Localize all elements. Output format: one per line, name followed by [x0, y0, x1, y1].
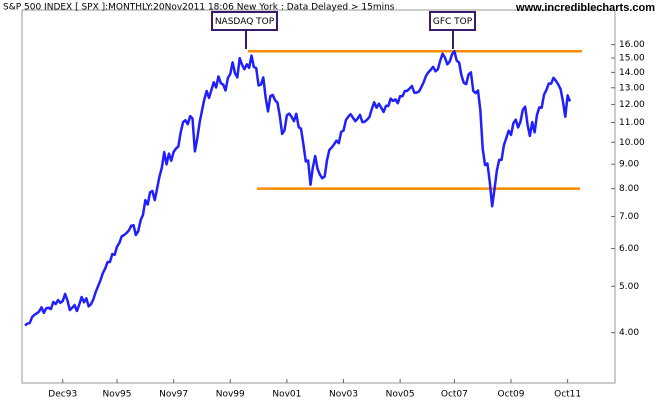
x-tick-label: Nov05 — [386, 390, 415, 400]
x-tick-label: Nov95 — [102, 390, 131, 400]
x-tick-label: Oct07 — [441, 390, 468, 400]
y-tick-label: 12.00 — [619, 100, 645, 110]
x-tick-label: Oct09 — [498, 390, 525, 400]
plot-frame — [21, 9, 616, 384]
y-tick-label: 5.00 — [619, 282, 639, 292]
x-tick-label: Oct11 — [554, 390, 581, 400]
annotation-label: NASDAQ TOP — [215, 17, 275, 27]
x-tick-label: Nov97 — [159, 390, 188, 400]
annotation-label: GFC TOP — [433, 17, 473, 27]
chart-title: S&P 500 INDEX [ SPX ]:MONTHLY:20Nov2011 … — [3, 3, 395, 13]
y-tick-label: 15.00 — [619, 54, 645, 64]
x-tick-label: Nov01 — [272, 390, 301, 400]
y-tick-label: 9.00 — [619, 160, 639, 170]
source: www.incrediblecharts.com — [515, 2, 655, 14]
y-tick-label: 10.00 — [619, 138, 645, 148]
y-tick-label: 4.00 — [619, 328, 639, 338]
y-tick-label: 6.00 — [619, 244, 639, 254]
annotation-box — [211, 11, 278, 31]
y-tick-label: 11.00 — [619, 118, 645, 128]
x-tick-label: Nov99 — [216, 390, 245, 400]
price-line — [24, 50, 572, 327]
y-tick-label: 7.00 — [619, 212, 639, 222]
y-tick-label: 8.00 — [619, 184, 639, 194]
x-tick-label: Dec93 — [48, 390, 77, 400]
y-tick-label: 16.00 — [619, 40, 645, 50]
y-tick-label: 14.00 — [619, 68, 645, 78]
annotation-box — [429, 11, 476, 31]
x-tick-label: Nov03 — [329, 390, 358, 400]
y-tick-label: 13.00 — [619, 83, 645, 93]
